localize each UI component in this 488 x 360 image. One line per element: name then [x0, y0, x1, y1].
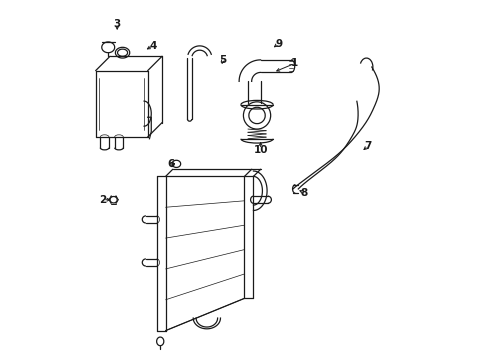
Text: 5: 5	[219, 55, 226, 65]
Text: 9: 9	[274, 39, 282, 49]
Text: 4: 4	[149, 41, 157, 50]
Text: 3: 3	[113, 19, 121, 29]
Text: 7: 7	[364, 141, 371, 151]
Text: 8: 8	[300, 188, 306, 198]
Text: 10: 10	[253, 144, 267, 154]
Text: 6: 6	[167, 159, 174, 169]
Text: 1: 1	[290, 58, 298, 68]
Text: 2: 2	[99, 195, 106, 205]
